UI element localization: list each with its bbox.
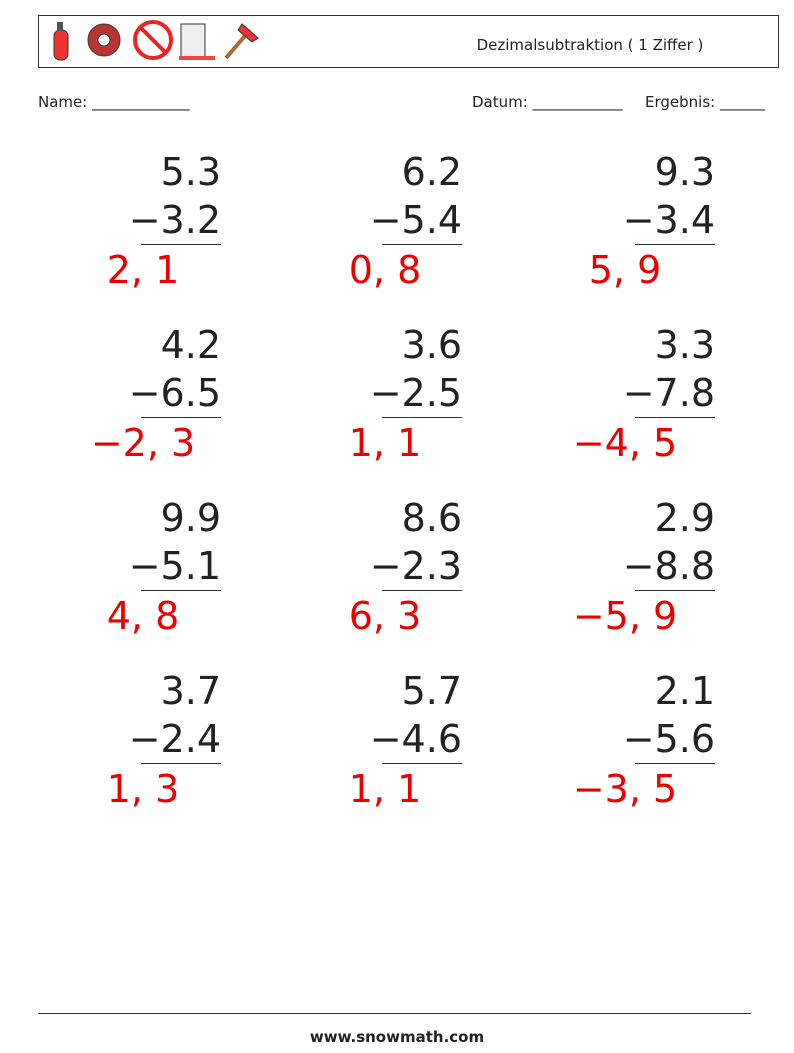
subtrahend: −5.1 — [128, 544, 221, 588]
answer: 1, 3 — [106, 767, 180, 811]
icons — [53, 20, 259, 61]
answer: 1, 1 — [348, 421, 422, 465]
answer-line — [382, 417, 462, 418]
answer: 0, 8 — [348, 248, 422, 292]
minuend: 3.3 — [654, 323, 715, 367]
name-field: Name: _____________ — [38, 93, 190, 111]
answer: 4, 8 — [106, 594, 180, 638]
answer: 6, 3 — [348, 594, 422, 638]
minuend: 2.1 — [654, 669, 715, 713]
minuend: 5.7 — [401, 669, 462, 713]
answer: 2, 1 — [106, 248, 180, 292]
subtrahend: −2.4 — [128, 717, 221, 761]
date-field: Datum: ____________ — [472, 93, 623, 111]
minuend: 8.6 — [401, 496, 462, 540]
subtrahend: −7.8 — [622, 371, 715, 415]
answer-line — [635, 417, 715, 418]
subtrahend: −2.5 — [369, 371, 462, 415]
answer: −2, 3 — [90, 421, 196, 465]
answer: 5, 9 — [588, 248, 662, 292]
answer-line — [635, 590, 715, 591]
subtrahend: −3.2 — [128, 198, 221, 242]
minuend: 3.7 — [160, 669, 221, 713]
minuend: 2.9 — [654, 496, 715, 540]
answer: −5, 9 — [572, 594, 678, 638]
title: Dezimalsubtraktion ( 1 Ziffer ) — [476, 36, 704, 54]
answer-line — [635, 244, 715, 245]
subtrahend: −4.6 — [369, 717, 462, 761]
subtrahend: −5.4 — [369, 198, 462, 242]
minuend: 6.2 — [401, 150, 462, 194]
answer-line — [635, 763, 715, 764]
answer-line — [141, 590, 221, 591]
result-field: Ergebnis: ______ — [645, 93, 765, 111]
answer-line — [382, 244, 462, 245]
answer-line — [382, 590, 462, 591]
footer-site: www.snowmath.com — [309, 1028, 485, 1046]
minuend: 4.2 — [160, 323, 221, 367]
minuend: 3.6 — [401, 323, 462, 367]
answer: −4, 5 — [572, 421, 678, 465]
subtrahend: −8.8 — [622, 544, 715, 588]
minuend: 9.3 — [654, 150, 715, 194]
subtrahend: −5.6 — [622, 717, 715, 761]
subtrahend: −3.4 — [622, 198, 715, 242]
subtrahend: −2.3 — [369, 544, 462, 588]
subtrahend: −6.5 — [128, 371, 221, 415]
answer-line — [141, 417, 221, 418]
minuend: 5.3 — [160, 150, 221, 194]
answer: 1, 1 — [348, 767, 422, 811]
answer-line — [382, 763, 462, 764]
footer-rule — [38, 1013, 751, 1014]
answer-line — [141, 244, 221, 245]
header-box — [38, 15, 779, 68]
answer: −3, 5 — [572, 767, 678, 811]
minuend: 9.9 — [160, 496, 221, 540]
answer-line — [141, 763, 221, 764]
